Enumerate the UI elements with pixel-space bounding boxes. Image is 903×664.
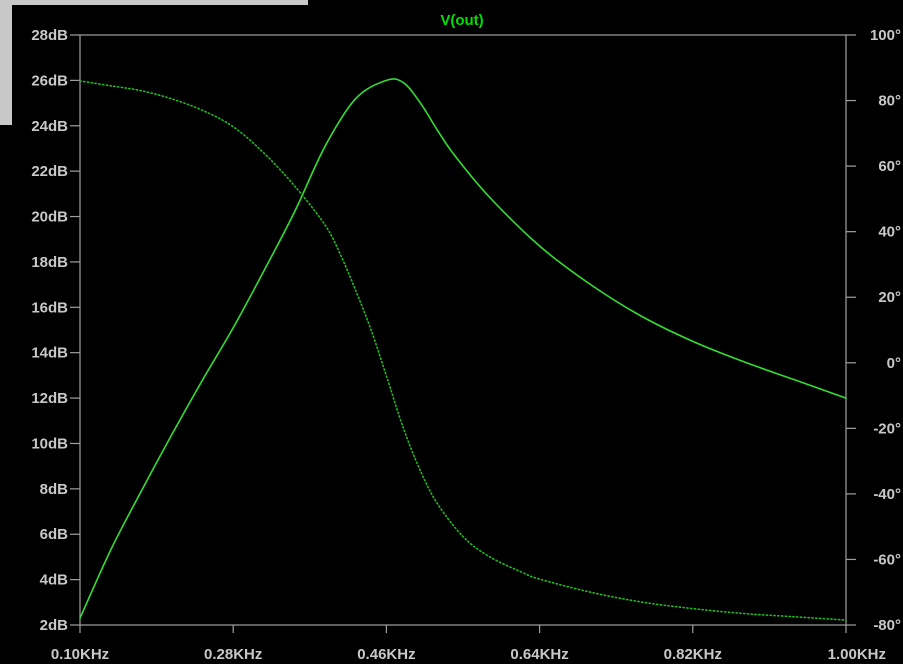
- bottom-tick-label: 1.00KHz: [828, 646, 886, 663]
- left-tick-label: 10dB: [31, 435, 68, 452]
- left-tick-label: 28dB: [31, 27, 68, 44]
- left-tick-label: 20dB: [31, 209, 68, 226]
- right-tick-label: 80°: [878, 93, 901, 110]
- plot-frame: [79, 34, 847, 626]
- phase-series-line: [79, 80, 847, 621]
- bottom-tick-label: 0.64KHz: [510, 646, 568, 663]
- left-tick-label: 18dB: [31, 254, 68, 271]
- bottom-tick-label: 0.46KHz: [357, 646, 415, 663]
- bottom-tick-label: 0.10KHz: [51, 646, 109, 663]
- left-tick-label: 22dB: [31, 163, 68, 180]
- magnitude-series-line: [79, 78, 847, 619]
- left-axis: 2dB 4dB 6dB 8dB 10dB 12dB 14dB 16dB 18dB 20dB 22dB…: [31, 27, 80, 634]
- left-tick-label: 26dB: [31, 72, 68, 89]
- right-tick-label: -40°: [873, 486, 901, 503]
- right-tick-label: 20°: [878, 289, 901, 306]
- left-tick-label: 14dB: [31, 345, 68, 362]
- right-tick-label: 100°: [870, 27, 901, 44]
- right-tick-label: 0°: [887, 355, 901, 372]
- right-axis: -80° -60° -40° -20° 0° 20° 40° 60° 80° 100°: [846, 27, 901, 634]
- right-tick-label: 40°: [878, 224, 901, 241]
- bottom-tick-label: 0.82KHz: [664, 646, 722, 663]
- right-tick-label: 60°: [878, 158, 901, 175]
- left-tick-label: 8dB: [40, 481, 69, 498]
- chart-title: V(out): [440, 12, 483, 29]
- bottom-tick-label: 0.28KHz: [204, 646, 262, 663]
- window-chrome-top: [0, 0, 308, 5]
- series-layer: [79, 78, 847, 621]
- right-tick-label: -60°: [873, 551, 901, 568]
- left-tick-label: 4dB: [40, 572, 69, 589]
- left-tick-label: 6dB: [40, 526, 69, 543]
- left-tick-label: 2dB: [40, 617, 69, 634]
- bottom-axis: 0.10KHz 0.28KHz 0.46KHz 0.64KHz 0.82KHz 1.00K…: [51, 625, 886, 663]
- window-chrome-left: [0, 5, 12, 125]
- left-tick-label: 16dB: [31, 299, 68, 316]
- right-tick-label: -80°: [873, 617, 901, 634]
- left-tick-label: 24dB: [31, 118, 68, 135]
- right-tick-label: -20°: [873, 420, 901, 437]
- left-tick-label: 12dB: [31, 390, 68, 407]
